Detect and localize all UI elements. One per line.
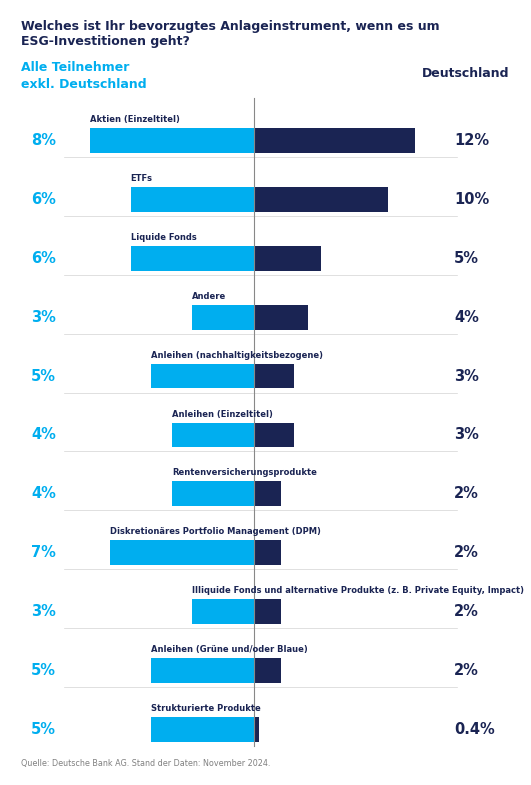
Text: 3%: 3% — [31, 309, 56, 325]
Bar — [254, 540, 281, 565]
Bar — [254, 717, 260, 742]
Text: Rentenversicherungsprodukte: Rentenversicherungsprodukte — [172, 469, 316, 477]
Text: 7%: 7% — [31, 545, 56, 560]
Bar — [172, 481, 254, 506]
Text: 10%: 10% — [454, 192, 489, 207]
Text: Illiquide Fonds und alternative Produkte (z. B. Private Equity, Impact): Illiquide Fonds und alternative Produkte… — [192, 586, 525, 595]
Text: Welches ist Ihr bevorzugtes Anlageinstrument, wenn es um: Welches ist Ihr bevorzugtes Anlageinstru… — [21, 20, 440, 33]
Bar — [254, 305, 308, 330]
Bar — [131, 187, 254, 212]
Text: 3%: 3% — [454, 427, 479, 443]
Bar — [254, 363, 294, 389]
Text: 2%: 2% — [454, 663, 479, 678]
Bar — [172, 422, 254, 447]
Bar — [151, 363, 254, 389]
Bar — [192, 599, 254, 624]
Text: 0.4%: 0.4% — [454, 721, 495, 737]
Text: 5%: 5% — [31, 721, 56, 737]
Bar — [254, 187, 388, 212]
Text: Anleihen (Grüne und/oder Blaue): Anleihen (Grüne und/oder Blaue) — [151, 645, 308, 654]
Text: 6%: 6% — [31, 192, 56, 207]
Text: Diskretionäres Portfolio Management (DPM): Diskretionäres Portfolio Management (DPM… — [110, 528, 321, 536]
Text: 6%: 6% — [31, 250, 56, 266]
Bar — [254, 481, 281, 506]
Text: 8%: 8% — [31, 133, 56, 148]
Text: 4%: 4% — [31, 427, 56, 443]
Text: 12%: 12% — [454, 133, 489, 148]
Bar — [90, 128, 254, 153]
Text: Deutschland: Deutschland — [422, 67, 510, 80]
Text: 2%: 2% — [454, 604, 479, 619]
Text: Anleihen (Einzeltitel): Anleihen (Einzeltitel) — [172, 410, 273, 418]
Text: exkl. Deutschland: exkl. Deutschland — [21, 78, 147, 92]
Bar — [254, 246, 321, 271]
Bar — [151, 717, 254, 742]
Text: 3%: 3% — [31, 604, 56, 619]
Text: 5%: 5% — [31, 663, 56, 678]
Text: 5%: 5% — [454, 250, 479, 266]
Bar — [254, 658, 281, 683]
Text: ESG-Investitionen geht?: ESG-Investitionen geht? — [21, 35, 190, 49]
Text: 2%: 2% — [454, 486, 479, 502]
Bar — [151, 658, 254, 683]
Text: 2%: 2% — [454, 545, 479, 560]
Text: 5%: 5% — [31, 368, 56, 384]
Bar — [192, 305, 254, 330]
Text: Alle Teilnehmer: Alle Teilnehmer — [21, 61, 130, 75]
Bar — [110, 540, 254, 565]
Text: Quelle: Deutsche Bank AG. Stand der Daten: November 2024.: Quelle: Deutsche Bank AG. Stand der Date… — [21, 759, 271, 768]
Text: ETFs: ETFs — [131, 174, 153, 183]
Text: 3%: 3% — [454, 368, 479, 384]
Bar — [254, 599, 281, 624]
Text: Anleihen (nachhaltigkeitsbezogene): Anleihen (nachhaltigkeitsbezogene) — [151, 351, 323, 360]
Text: 4%: 4% — [31, 486, 56, 502]
Text: Aktien (Einzeltitel): Aktien (Einzeltitel) — [90, 115, 179, 124]
Bar — [131, 246, 254, 271]
Text: Andere: Andere — [192, 292, 227, 301]
Text: Liquide Fonds: Liquide Fonds — [131, 233, 196, 242]
Bar — [254, 422, 294, 447]
Text: 4%: 4% — [454, 309, 479, 325]
Bar — [254, 128, 415, 153]
Text: Strukturierte Produkte: Strukturierte Produkte — [151, 704, 261, 713]
